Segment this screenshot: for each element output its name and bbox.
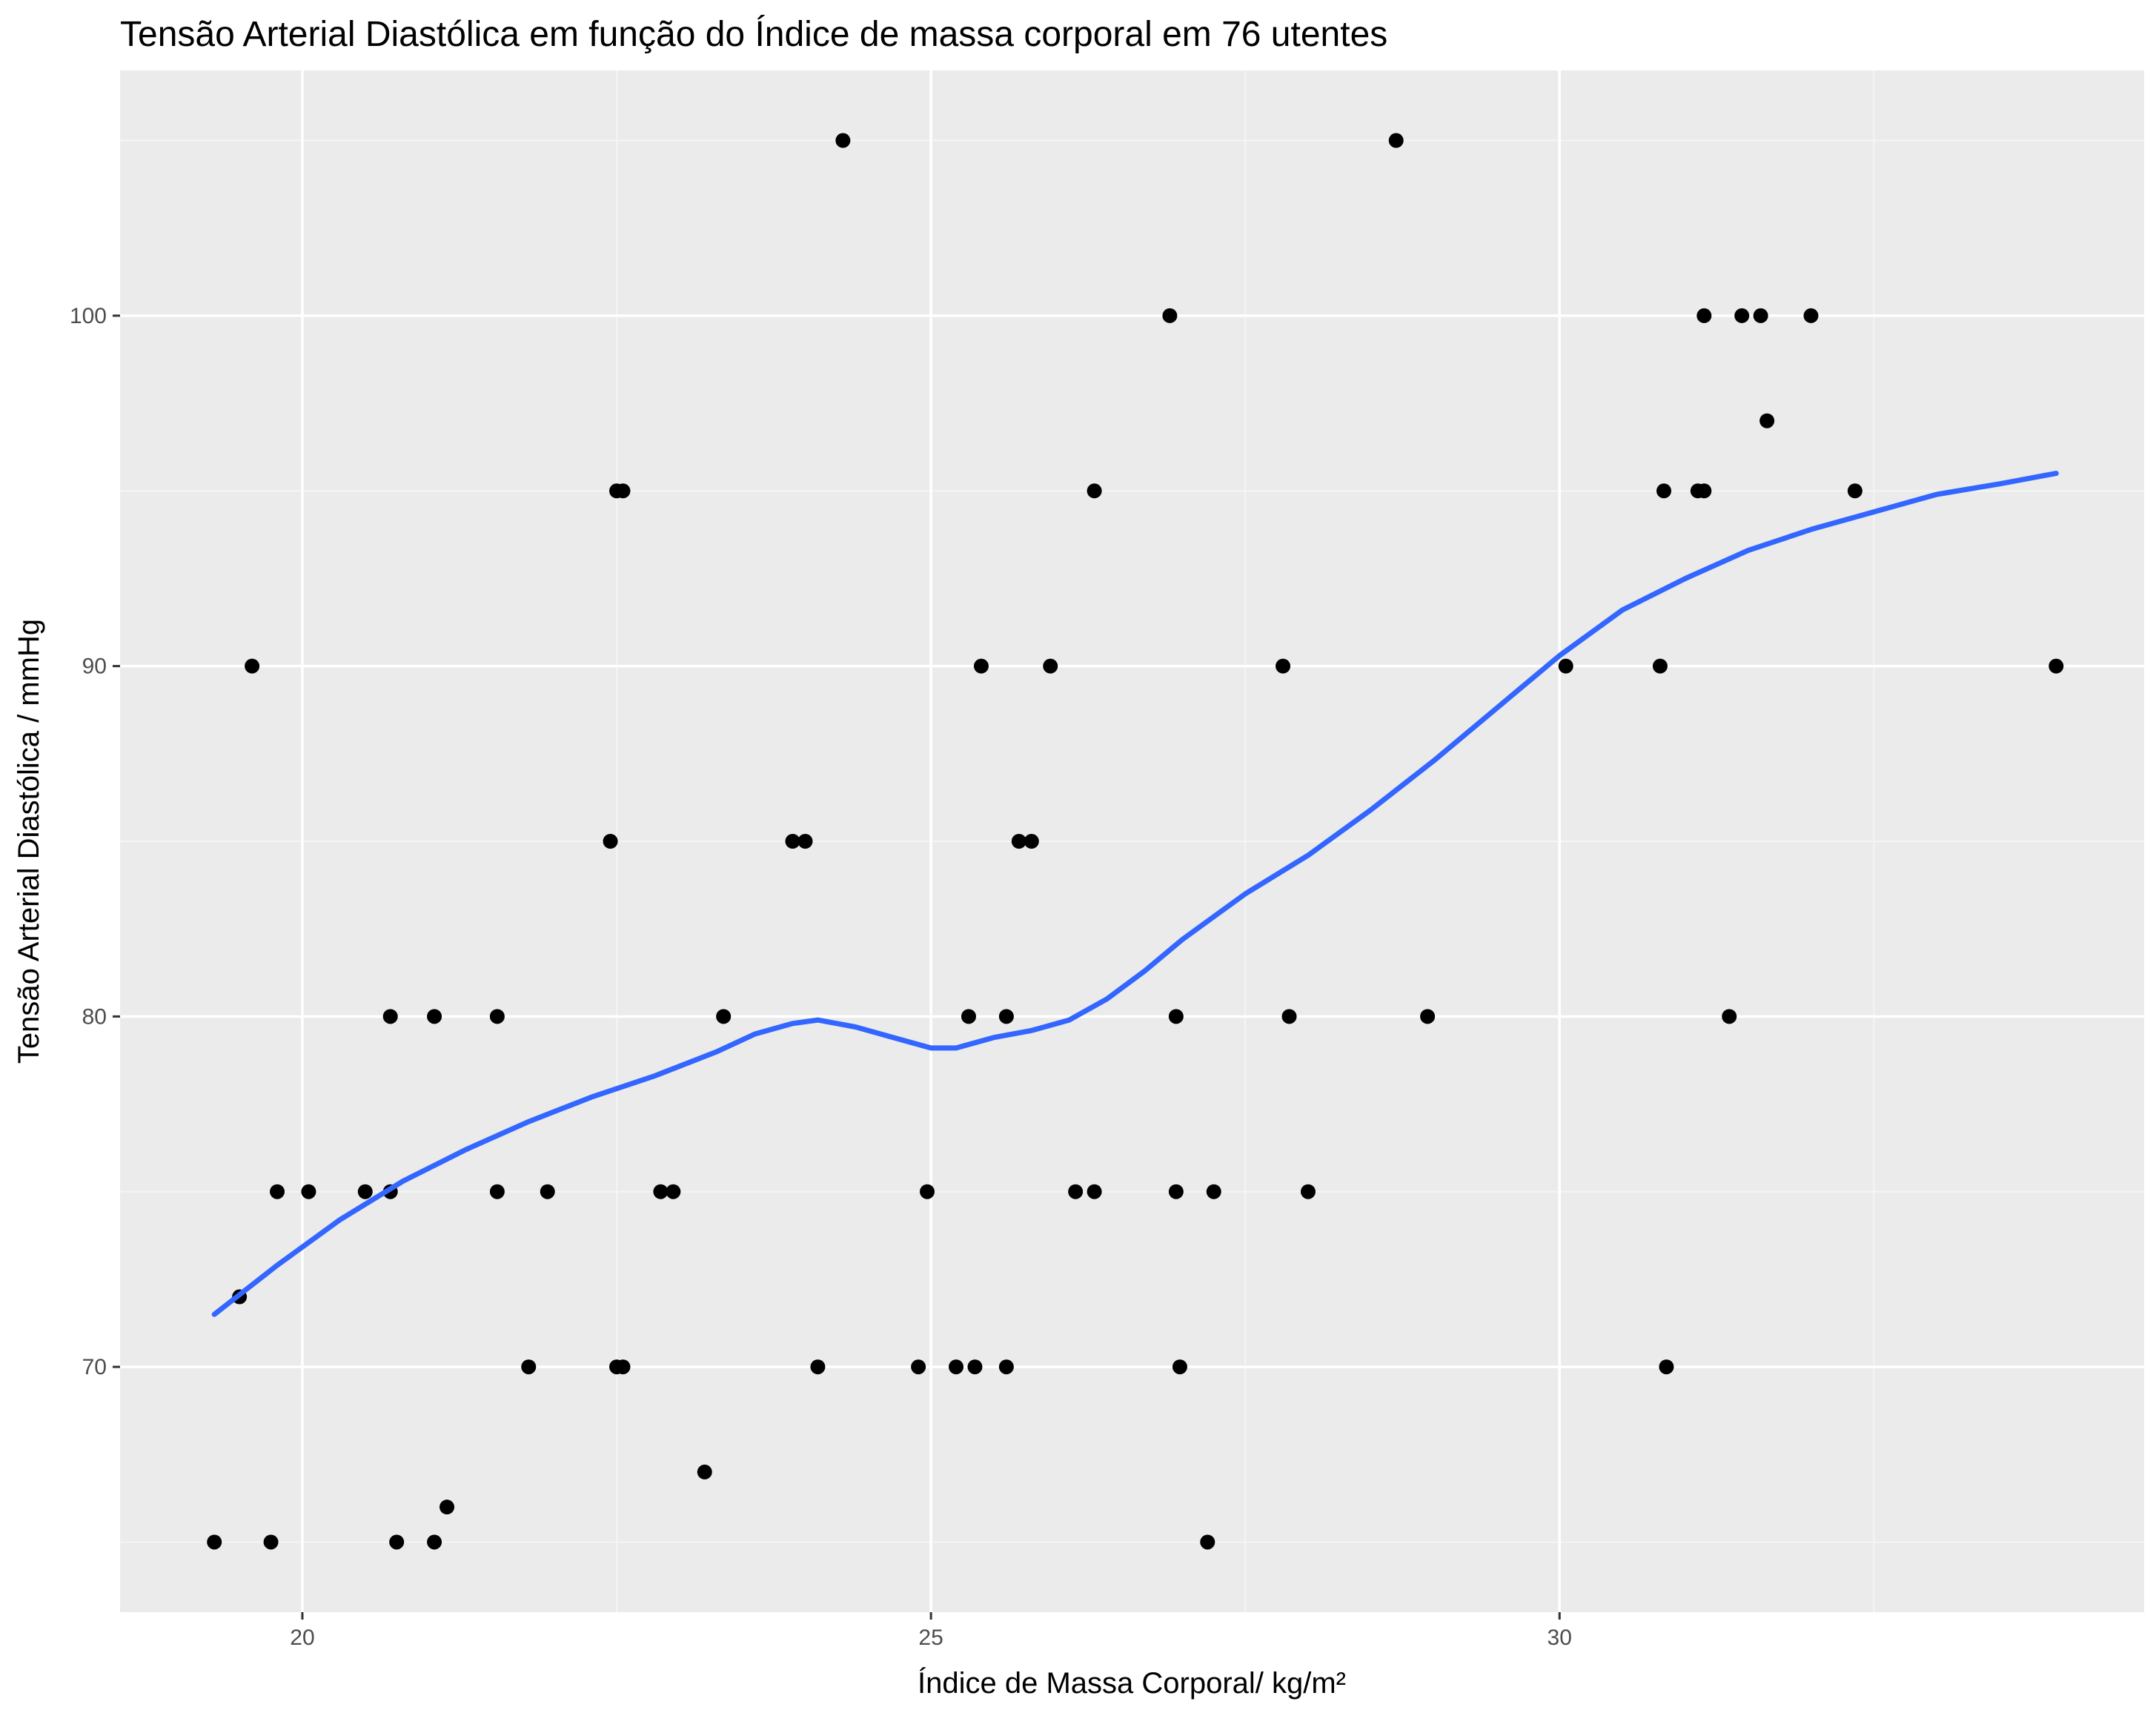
y-axis-title: Tensão Arterial Diastólica / mmHg bbox=[13, 619, 45, 1064]
data-point bbox=[1206, 1184, 1221, 1199]
data-point bbox=[1011, 834, 1026, 849]
data-point bbox=[1168, 1009, 1184, 1024]
data-point bbox=[1276, 658, 1291, 674]
data-point bbox=[1420, 1009, 1436, 1024]
data-point bbox=[697, 1464, 712, 1479]
data-point bbox=[540, 1184, 555, 1199]
data-point bbox=[1656, 483, 1672, 499]
data-point bbox=[489, 1184, 505, 1199]
data-point bbox=[1162, 308, 1178, 323]
smooth-line bbox=[211, 471, 2059, 1317]
data-point bbox=[1172, 1359, 1187, 1375]
data-point bbox=[1847, 483, 1863, 499]
chart-title: Tensão Arterial Diastólica em função do … bbox=[120, 15, 1387, 54]
data-point bbox=[1043, 658, 1058, 674]
data-point bbox=[949, 1359, 964, 1375]
data-point bbox=[1659, 1359, 1674, 1375]
x-axis-title: Índice de Massa Corporal/ kg/m² bbox=[918, 1666, 1346, 1700]
data-point bbox=[1281, 1009, 1297, 1024]
data-point bbox=[1803, 308, 1819, 323]
data-point bbox=[245, 658, 260, 674]
data-point bbox=[1300, 1184, 1316, 1199]
x-tick-label: 25 bbox=[918, 1626, 943, 1650]
data-point bbox=[1024, 834, 1039, 849]
data-point bbox=[785, 834, 800, 849]
y-tick-label: 80 bbox=[82, 1004, 107, 1029]
data-point bbox=[357, 1184, 373, 1199]
data-point bbox=[427, 1534, 442, 1550]
data-point bbox=[1068, 1184, 1084, 1199]
data-point bbox=[716, 1009, 732, 1024]
data-point bbox=[489, 1009, 505, 1024]
data-point bbox=[1388, 133, 1404, 148]
y-axis: 70 80 90 100 bbox=[70, 304, 120, 1379]
y-tick-label: 90 bbox=[82, 654, 107, 679]
data-point bbox=[207, 1534, 222, 1550]
data-point bbox=[427, 1009, 442, 1024]
x-tick-label: 20 bbox=[290, 1626, 314, 1650]
data-point bbox=[440, 1499, 455, 1515]
data-point bbox=[920, 1184, 935, 1199]
data-point bbox=[1696, 483, 1712, 499]
data-point bbox=[1722, 1009, 1737, 1024]
data-point bbox=[615, 1359, 631, 1375]
x-tick-label: 30 bbox=[1548, 1626, 1572, 1650]
data-point bbox=[1168, 1184, 1184, 1199]
y-tick-label: 100 bbox=[70, 304, 107, 328]
data-point bbox=[973, 658, 989, 674]
data-point bbox=[967, 1359, 983, 1375]
data-point bbox=[1753, 308, 1768, 323]
data-point bbox=[1087, 1184, 1102, 1199]
data-point bbox=[797, 834, 813, 849]
data-point bbox=[810, 1359, 826, 1375]
data-point bbox=[1759, 413, 1775, 428]
data-point bbox=[1652, 658, 1668, 674]
data-point bbox=[270, 1184, 285, 1199]
data-point bbox=[1200, 1534, 1215, 1550]
data-point bbox=[389, 1534, 405, 1550]
data-point bbox=[382, 1009, 398, 1024]
data-point bbox=[1087, 483, 1102, 499]
data-point bbox=[666, 1184, 681, 1199]
y-tick-label: 70 bbox=[82, 1355, 107, 1379]
data-point bbox=[653, 1184, 669, 1199]
data-point bbox=[835, 133, 851, 148]
data-point bbox=[615, 483, 631, 499]
data-point bbox=[301, 1184, 316, 1199]
data-point bbox=[1558, 658, 1573, 674]
x-axis: 20 25 30 bbox=[290, 1612, 1572, 1650]
data-point bbox=[1696, 308, 1712, 323]
minor-gridlines bbox=[120, 70, 2144, 1612]
data-point bbox=[998, 1009, 1014, 1024]
data-point bbox=[961, 1009, 976, 1024]
data-point bbox=[911, 1359, 926, 1375]
data-point bbox=[603, 834, 618, 849]
data-point bbox=[521, 1359, 537, 1375]
data-point bbox=[2049, 658, 2064, 674]
major-gridlines bbox=[120, 70, 2144, 1612]
data-point bbox=[998, 1359, 1014, 1375]
smooth-trend-line bbox=[211, 471, 2059, 1317]
data-point bbox=[1734, 308, 1750, 323]
data-point bbox=[263, 1534, 279, 1550]
